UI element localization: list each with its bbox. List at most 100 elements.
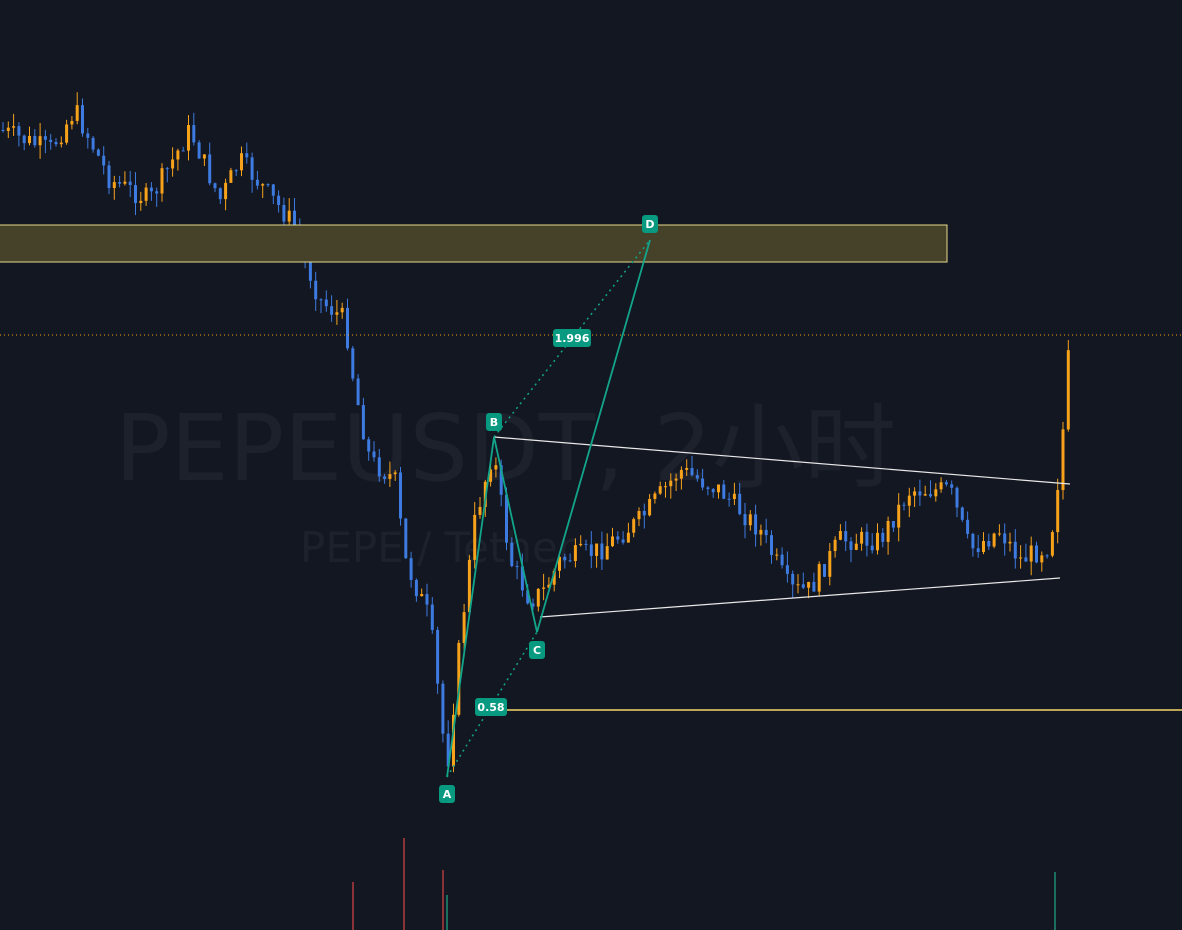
candle-body	[520, 566, 524, 591]
candle-body	[12, 126, 16, 128]
candle-body	[913, 491, 917, 496]
candle-body	[1061, 429, 1065, 491]
candle-body	[102, 155, 106, 166]
pattern-label-box	[642, 215, 658, 233]
candle-body	[515, 566, 519, 568]
candle-body	[722, 484, 726, 499]
candle-body	[17, 126, 21, 136]
candle-body	[759, 529, 763, 535]
candle-body	[81, 105, 84, 134]
candle-body	[123, 181, 127, 184]
candle-body	[1050, 532, 1054, 556]
candle-body	[335, 312, 339, 315]
candle-body	[589, 544, 593, 556]
candle-body	[801, 584, 805, 588]
candle-body	[674, 478, 678, 481]
candle-body	[393, 472, 397, 475]
candle-body	[992, 533, 996, 547]
candle-body	[595, 543, 599, 556]
candle-body	[902, 504, 906, 506]
candle-body	[531, 603, 535, 607]
candle-body	[679, 469, 683, 479]
candle-body	[584, 543, 588, 545]
candle-body	[59, 142, 63, 145]
candle-body	[563, 556, 567, 561]
harmonic-legs	[446, 239, 651, 778]
candle-body	[245, 153, 249, 158]
candle-body	[1035, 545, 1038, 563]
candle-body	[1029, 545, 1033, 562]
candle-body	[404, 518, 408, 559]
candle-body	[49, 139, 53, 143]
candle-body	[717, 484, 720, 493]
candle-body	[414, 579, 418, 597]
candle-body	[611, 536, 614, 547]
candle-body	[833, 539, 837, 551]
candle-body	[494, 465, 498, 470]
candle-body	[473, 514, 477, 560]
pattern-label-box	[486, 413, 502, 431]
pattern-label: A	[443, 788, 452, 801]
candle-body	[38, 136, 42, 146]
candle-body	[929, 494, 932, 497]
candle-body	[621, 539, 625, 543]
candle-body	[637, 510, 641, 520]
watermark-title: PEPEUSDT, 2小时	[115, 395, 896, 502]
candle-body	[367, 439, 371, 452]
candle-body	[754, 514, 758, 535]
candle-body	[642, 510, 646, 516]
candle-body	[293, 210, 296, 232]
candle-body	[377, 457, 381, 477]
candle-body	[399, 472, 402, 519]
candle-body	[536, 588, 540, 607]
candle-body	[732, 493, 736, 500]
candle-body	[844, 531, 848, 542]
candle-body	[579, 543, 583, 546]
candle-body	[1024, 557, 1028, 562]
candle-body	[346, 307, 349, 349]
candle-body	[436, 629, 440, 684]
candle-body	[149, 187, 153, 192]
candle-body	[626, 532, 630, 543]
candle-body	[976, 548, 980, 553]
candle-body	[1, 130, 5, 131]
candle-body	[181, 150, 185, 152]
candle-body	[982, 541, 985, 553]
candle-body	[383, 476, 387, 479]
triangle-upper	[493, 436, 1071, 485]
candle-body	[807, 581, 811, 588]
candle-body	[600, 543, 604, 560]
candle-body	[891, 520, 895, 528]
candle-body	[971, 533, 975, 549]
pattern-label-box	[553, 329, 591, 347]
candle-body	[118, 182, 122, 184]
candle-body	[706, 487, 710, 489]
candle-body	[489, 469, 493, 482]
candle-body	[997, 533, 1001, 535]
candle-body	[33, 135, 37, 146]
pattern-label: 0.58	[477, 701, 504, 714]
candle-body	[192, 125, 196, 143]
candle-body	[547, 584, 551, 588]
candle-body	[155, 191, 159, 194]
candle-body	[944, 482, 948, 485]
pattern-label: B	[490, 416, 498, 429]
candle-body	[430, 604, 434, 630]
candle-body	[950, 484, 954, 488]
candle-body	[1008, 541, 1012, 544]
candle-body	[854, 543, 858, 550]
volume	[352, 838, 1056, 930]
supply-zone	[0, 224, 948, 263]
candle-body	[165, 168, 169, 170]
pattern-label: D	[645, 218, 654, 231]
candle-body	[939, 482, 943, 490]
candle-body	[409, 558, 413, 580]
candle-body	[780, 554, 784, 566]
candle-body	[632, 519, 636, 533]
candle-body	[870, 545, 874, 551]
candle-body	[669, 480, 673, 487]
candle-body	[955, 487, 959, 508]
candle-body	[1056, 490, 1060, 533]
